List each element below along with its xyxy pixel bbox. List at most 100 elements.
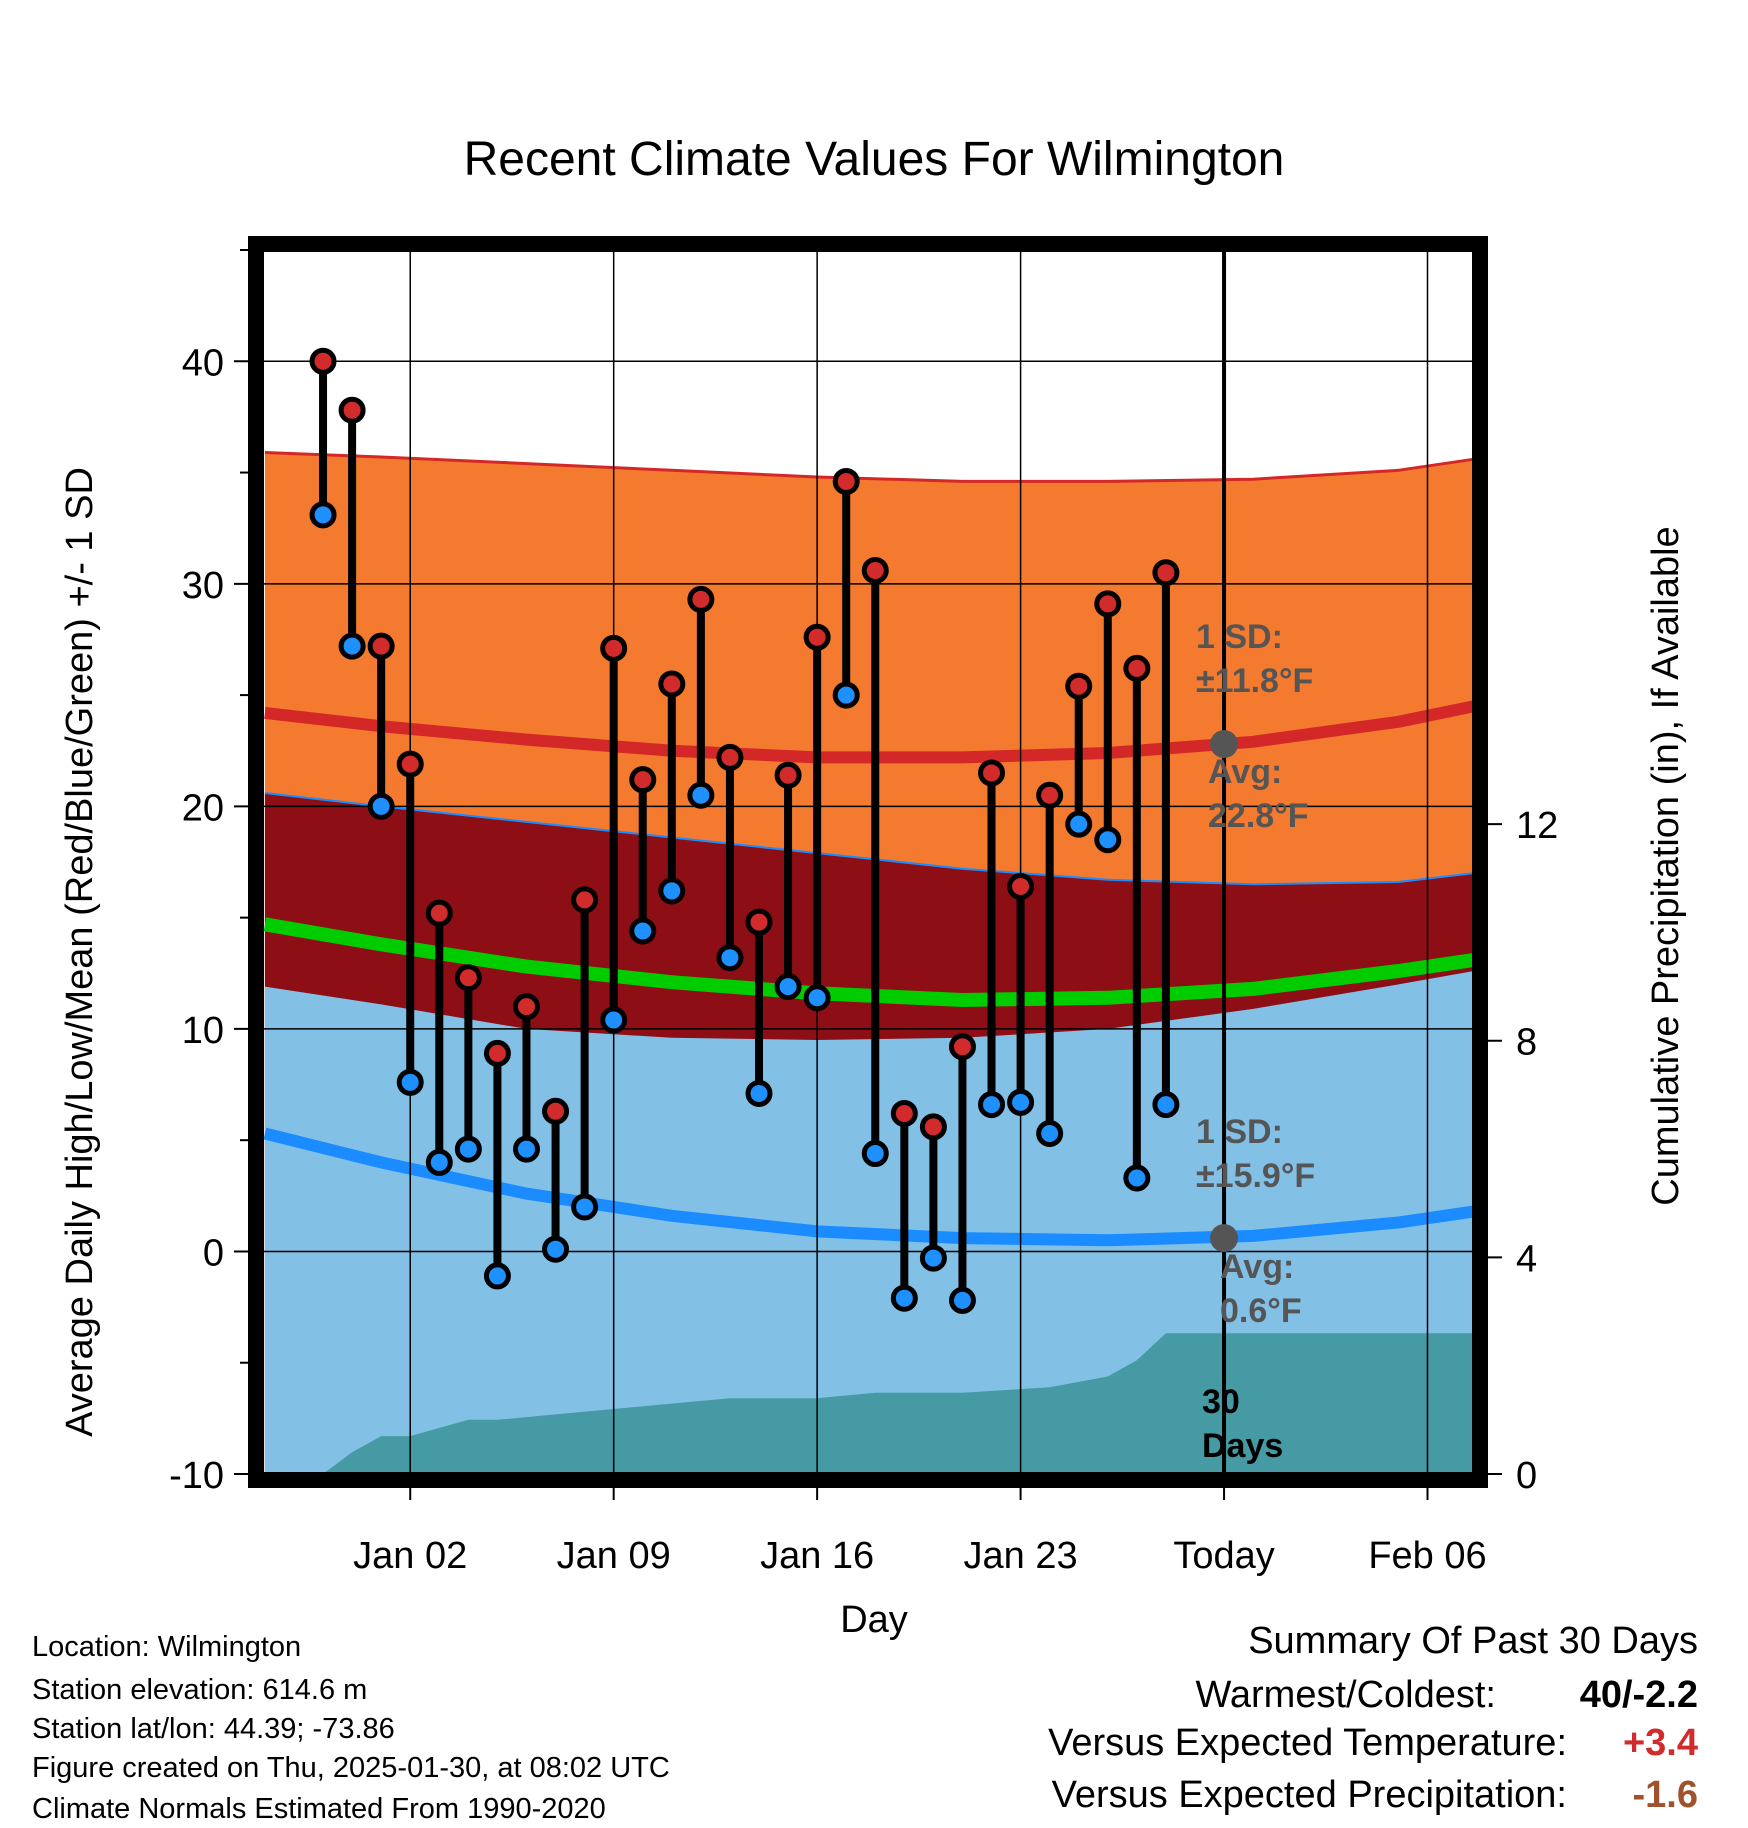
high-marker <box>861 556 889 584</box>
y-tick-label: 30 <box>182 565 224 607</box>
high-upper-edge <box>264 451 1475 483</box>
low-avg-annotation: 0.6°F <box>1220 1292 1302 1330</box>
low-marker <box>832 681 860 709</box>
low-marker <box>948 1286 976 1314</box>
high-marker <box>600 634 628 662</box>
summary-warmest-value: 40/-2.2 <box>1579 1674 1698 1716</box>
y2-axis-label: Cumulative Precipitation (in), If Availa… <box>1645 526 1687 1205</box>
high-marker <box>890 1099 918 1127</box>
low-marker <box>687 781 715 809</box>
x-tick-label: Jan 16 <box>760 1535 874 1577</box>
y-tick-label: 20 <box>182 787 224 829</box>
high-marker <box>745 908 773 936</box>
low-marker <box>919 1244 947 1272</box>
high-marker <box>1065 672 1093 700</box>
high-marker <box>1007 872 1035 900</box>
info-elevation: Station elevation: 614.6 m <box>32 1674 368 1706</box>
high-marker <box>309 347 337 375</box>
high-marker <box>338 396 366 424</box>
high-marker <box>919 1113 947 1141</box>
x-tick-label: Today <box>1173 1535 1274 1577</box>
high-marker <box>512 993 540 1021</box>
precip-area <box>264 1333 1474 1474</box>
days-window-annotation: 30 <box>1202 1383 1240 1421</box>
y-tick-label: 10 <box>182 1010 224 1052</box>
low-marker <box>1036 1120 1064 1148</box>
x-tick-label: Jan 02 <box>353 1535 467 1577</box>
low-marker <box>338 632 366 660</box>
high-lower-edge <box>264 792 1475 886</box>
y-tick-label: 40 <box>182 342 224 384</box>
low-marker <box>745 1079 773 1107</box>
high-avg-marker <box>1210 730 1239 759</box>
low-sd-annotation: ±15.9°F <box>1196 1157 1315 1195</box>
low-avg-marker <box>1210 1224 1239 1253</box>
high-marker <box>1036 781 1064 809</box>
high-sd-annotation: ±11.8°F <box>1196 662 1313 700</box>
low-normal-line <box>263 1127 1475 1247</box>
high-marker <box>803 623 831 651</box>
annotations: 1 SD: ±11.8°F Avg: 22.8°F 1 SD: ±15.9°F Avg: 0.… <box>1196 618 1315 1465</box>
low-marker <box>425 1148 453 1176</box>
x-tick-label: Jan 23 <box>964 1535 1078 1577</box>
x-tick-label: Jan 09 <box>557 1535 671 1577</box>
high-marker <box>542 1097 570 1125</box>
high-marker <box>1094 590 1122 618</box>
low-marker <box>512 1135 540 1163</box>
low-marker <box>629 917 657 945</box>
high-marker <box>367 632 395 660</box>
low-marker <box>542 1235 570 1263</box>
summary-warmest-label: Warmest/Coldest: <box>1195 1674 1496 1716</box>
x-axis-label: Day <box>840 1599 908 1641</box>
info-location: Location: Wilmington <box>32 1631 302 1663</box>
low-marker <box>454 1135 482 1163</box>
summary-precip-label: Versus Expected Precipitation: <box>1051 1774 1567 1816</box>
low-marker <box>890 1284 918 1312</box>
low-marker <box>861 1140 889 1168</box>
y-tick-label: -10 <box>169 1455 224 1497</box>
y2-tick-label: 12 <box>1516 805 1558 847</box>
summary-temp-value: +3.4 <box>1622 1722 1698 1764</box>
low-marker <box>396 1068 424 1096</box>
high-sd-annotation: 1 SD: <box>1196 618 1283 656</box>
high-marker <box>832 467 860 495</box>
plot-frame <box>248 236 1488 1488</box>
chart-title: Recent Climate Values For Wilmington <box>464 133 1285 186</box>
low-marker <box>978 1091 1006 1119</box>
low-marker <box>1123 1164 1151 1192</box>
y2-tick-label: 0 <box>1516 1455 1537 1497</box>
high-normal-line <box>264 700 1476 764</box>
high-marker <box>1123 654 1151 682</box>
high-marker <box>948 1033 976 1061</box>
high-marker <box>425 899 453 927</box>
low-marker <box>571 1193 599 1221</box>
low-marker <box>309 501 337 529</box>
summary-temp-label: Versus Expected Temperature: <box>1048 1722 1567 1764</box>
low-marker <box>483 1262 511 1290</box>
high-marker <box>716 743 744 771</box>
low-marker <box>716 944 744 972</box>
y-axis-label: Average Daily High/Low/Mean (Red/Blue/Gr… <box>59 467 101 1437</box>
y2-tick-label: 8 <box>1516 1022 1537 1064</box>
low-marker <box>1065 810 1093 838</box>
summary-heading: Summary Of Past 30 Days <box>1248 1620 1698 1662</box>
days-window-annotation: Days <box>1202 1427 1283 1465</box>
high-marker <box>658 670 686 698</box>
low-marker <box>600 1006 628 1034</box>
low-marker <box>367 792 395 820</box>
y-tick-label: 0 <box>203 1232 224 1274</box>
high-avg-annotation: 22.8°F <box>1208 797 1309 835</box>
high-marker <box>687 585 715 613</box>
low-marker <box>658 877 686 905</box>
info-latlon: Station lat/lon: 44.39; -73.86 <box>32 1713 395 1745</box>
high-marker <box>483 1039 511 1067</box>
y2-tick-label: 4 <box>1516 1238 1537 1280</box>
low-avg-annotation: Avg: <box>1220 1248 1294 1286</box>
high-marker <box>629 766 657 794</box>
axes: -10 0 10 20 30 40 0 4 8 12 Jan 02 Jan 09 Jan 16 Jan 2… <box>169 236 1558 1577</box>
summary-precip-value: -1.6 <box>1632 1774 1698 1816</box>
low-sd-annotation: 1 SD: <box>1196 1113 1283 1151</box>
low-marker <box>1007 1088 1035 1116</box>
mean-normal-line <box>263 917 1476 1008</box>
